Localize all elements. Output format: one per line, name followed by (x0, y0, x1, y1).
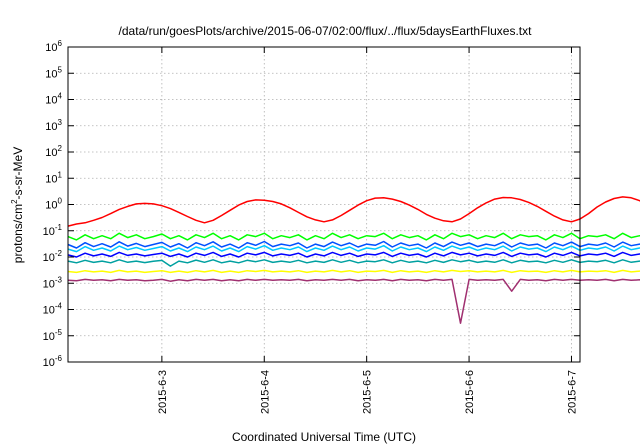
x-tick-label: 2015-6-3 (157, 370, 169, 414)
series-line-5 (67, 251, 640, 258)
y-axis-label-sup: 2 (10, 199, 19, 204)
y-axis-label-main: protons/cm (11, 204, 25, 263)
x-axis-label: Coordinated Universal Time (UTC) (232, 430, 416, 444)
grid (68, 47, 580, 362)
series-group (67, 196, 640, 324)
y-tick-label: 10-5 (43, 328, 63, 343)
x-tick-label: 2015-6-6 (464, 370, 476, 414)
y-tick-label: 105 (45, 65, 62, 80)
series-line-3 (67, 244, 640, 253)
y-axis-label-rest: -s-sr-MeV (11, 147, 25, 200)
y-tick-label: 10-3 (43, 275, 63, 290)
x-tick-label: 2015-6-7 (566, 370, 578, 414)
y-tick-label: 10-1 (43, 223, 63, 238)
y-tick-label: 103 (45, 118, 62, 133)
y-tick-label: 10-4 (43, 302, 63, 317)
x-tick-label: 2015-6-4 (259, 370, 271, 414)
series-line-6 (67, 259, 640, 267)
x-axis: 2015-6-3 2015-6-4 2015-6-5 2015-6-6 2015-6-7 (157, 47, 578, 414)
series-line-2 (67, 232, 640, 241)
y-tick-label: 10-2 (43, 249, 63, 264)
series-line-1 (67, 196, 640, 227)
y-tick-label: 106 (45, 39, 62, 54)
series-line-8 (67, 278, 640, 324)
x-tick-label: 2015-6-5 (362, 370, 374, 414)
y-axis: 10-6 10-5 10-4 10-3 10-2 10-1 100 101 102 103 104 1… (43, 39, 580, 369)
y-tick-label: 10-6 (43, 354, 63, 369)
series-line-4 (67, 240, 640, 249)
y-tick-label: 100 (45, 197, 62, 212)
y-tick-label: 101 (45, 170, 62, 185)
chart-title: /data/run/goesPlots/archive/2015-06-07/0… (119, 24, 533, 38)
series-line-7 (67, 269, 640, 274)
y-tick-label: 102 (45, 144, 62, 159)
y-tick-label: 104 (45, 92, 62, 107)
y-axis-label: protons/cm2-s-sr-MeV (10, 147, 25, 263)
